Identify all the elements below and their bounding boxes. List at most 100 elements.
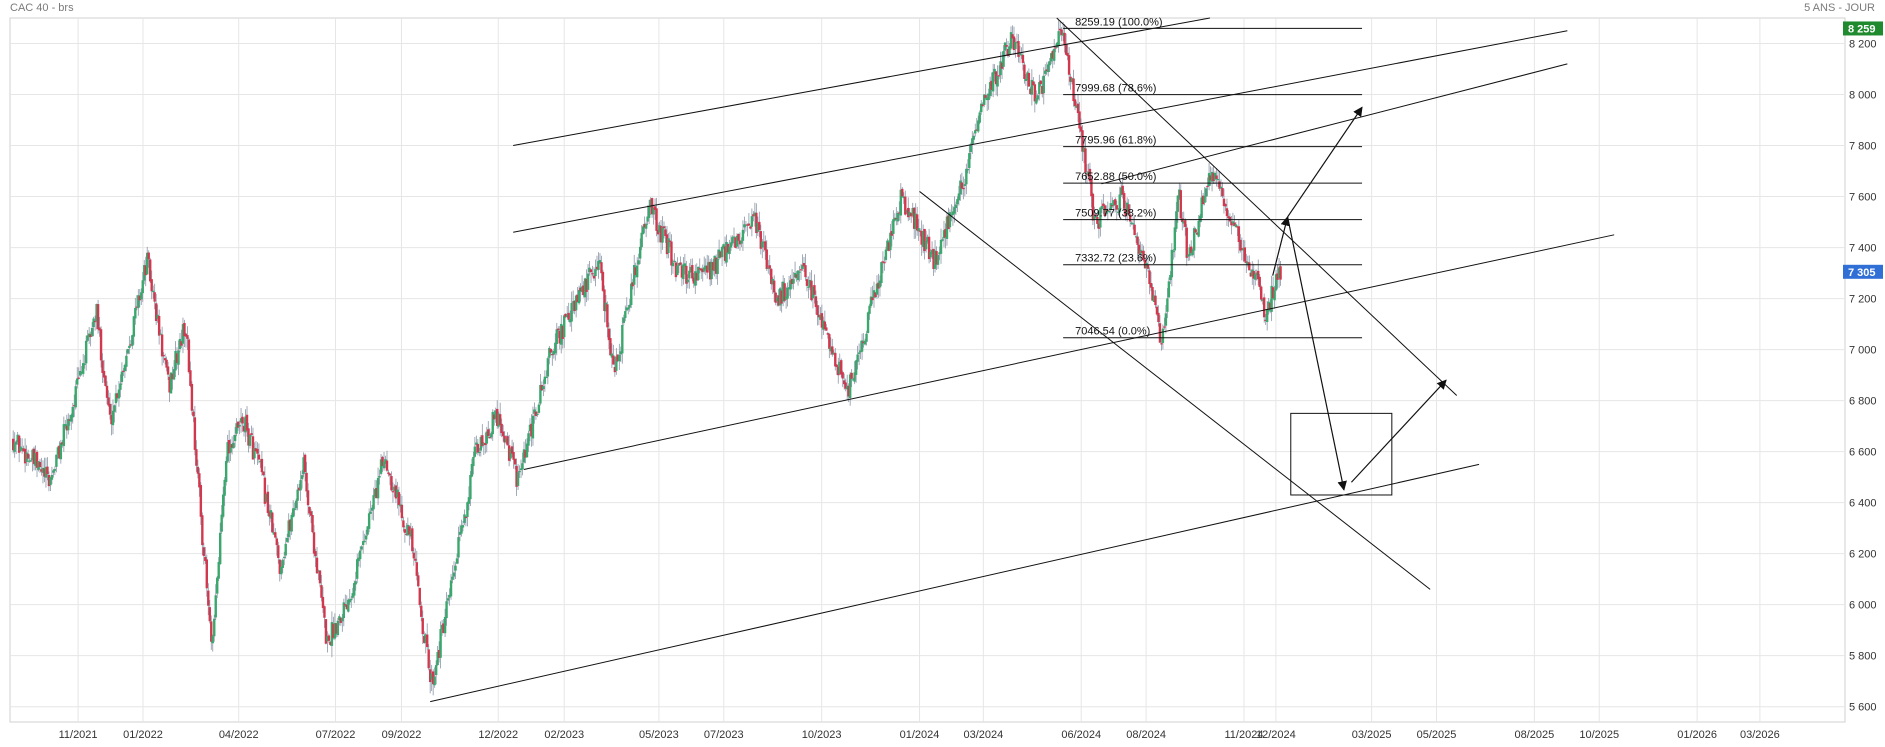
candle-body [627, 307, 630, 310]
trendline [513, 17, 1211, 147]
candle-body [921, 230, 925, 247]
candle-body [899, 189, 902, 216]
candle-body [232, 442, 235, 449]
candle-body [421, 618, 424, 635]
candle-body [1255, 272, 1258, 276]
candle-body [570, 302, 573, 322]
candle-body [591, 273, 594, 275]
y-tick-label: 8 000 [1849, 90, 1877, 102]
candle-body [813, 285, 816, 295]
candle-body [1122, 193, 1126, 209]
candle-body [609, 338, 612, 356]
candle-body [251, 436, 255, 460]
candle-body [37, 461, 40, 470]
candle-body [817, 314, 821, 318]
candle-body [1078, 111, 1081, 129]
candle-body [1087, 171, 1090, 176]
candle-body [92, 318, 95, 328]
candle-body [895, 218, 898, 220]
candle-body [750, 216, 754, 227]
candle-body [1151, 286, 1154, 301]
fib-level-label: 7999.68 (78.6%) [1075, 83, 1156, 95]
candle-body [923, 228, 926, 252]
candle-body [427, 649, 430, 669]
candle-body [1164, 313, 1168, 326]
candle-body [856, 354, 859, 362]
candle-body [960, 182, 964, 189]
candle-body [767, 267, 770, 269]
candle-body [73, 405, 76, 407]
candle-body [778, 288, 782, 306]
candle-body [729, 242, 733, 248]
candle-body [527, 433, 530, 446]
candle-body [563, 315, 566, 338]
candle-body [382, 461, 386, 469]
candle-body [166, 366, 170, 375]
candle-body [884, 249, 888, 260]
candle-body [658, 225, 661, 233]
candle-body [271, 512, 274, 533]
period-label: 5 ANS - JOUR [1804, 2, 1875, 14]
candle-body [1134, 236, 1138, 238]
candle-body [501, 431, 505, 437]
candle-body [1260, 286, 1263, 300]
candle-body [305, 472, 308, 492]
candle-body [1191, 249, 1194, 256]
candle-body [171, 373, 174, 380]
candle-body [974, 130, 977, 134]
candle-body [993, 68, 996, 75]
candle-body [226, 442, 229, 462]
candle-body [869, 296, 873, 307]
candle-body [479, 436, 483, 451]
candle-body [633, 265, 636, 285]
candle-body [1108, 210, 1111, 213]
candle-body [89, 334, 92, 338]
candle-body [107, 397, 110, 406]
candle-body [440, 624, 444, 630]
candle-body [1063, 32, 1066, 46]
candle-body [908, 212, 911, 216]
candle-body [551, 353, 554, 356]
candle-body [1187, 254, 1190, 257]
candle-body [789, 280, 792, 290]
candle-body [266, 491, 270, 513]
candle-body [743, 224, 746, 228]
candle-body [216, 577, 219, 594]
candle-body [149, 259, 152, 282]
candle-body [439, 629, 442, 658]
candle-body [1157, 312, 1160, 323]
candle-body [163, 358, 167, 361]
candle-body [734, 237, 737, 248]
candle-body [199, 484, 203, 517]
candle-body [580, 286, 584, 293]
candle-body [954, 204, 958, 209]
candle-body [1070, 78, 1074, 83]
candle-body [348, 599, 351, 603]
candle-body [1099, 207, 1102, 228]
candle-body [1058, 28, 1062, 31]
candle-body [546, 358, 550, 377]
candle-body [120, 371, 124, 382]
candle-body [303, 454, 307, 473]
candle-body [799, 269, 803, 271]
candle-body [1032, 81, 1035, 86]
candle-body [1035, 98, 1038, 104]
candle-body [807, 286, 810, 288]
candle-body [369, 511, 372, 514]
candle-body [548, 347, 551, 358]
candle-body [932, 248, 935, 269]
candle-body [717, 249, 721, 259]
candle-body [250, 433, 253, 435]
candle-body [1152, 295, 1156, 302]
candle-body [488, 437, 491, 439]
candle-body [443, 617, 447, 634]
candle-body [1249, 272, 1252, 277]
candle-body [196, 466, 200, 474]
candle-body [333, 622, 337, 639]
candle-body [634, 267, 637, 276]
candle-body [437, 649, 441, 658]
candle-body [1091, 193, 1095, 221]
candle-body [381, 456, 384, 467]
candle-body [887, 242, 891, 251]
